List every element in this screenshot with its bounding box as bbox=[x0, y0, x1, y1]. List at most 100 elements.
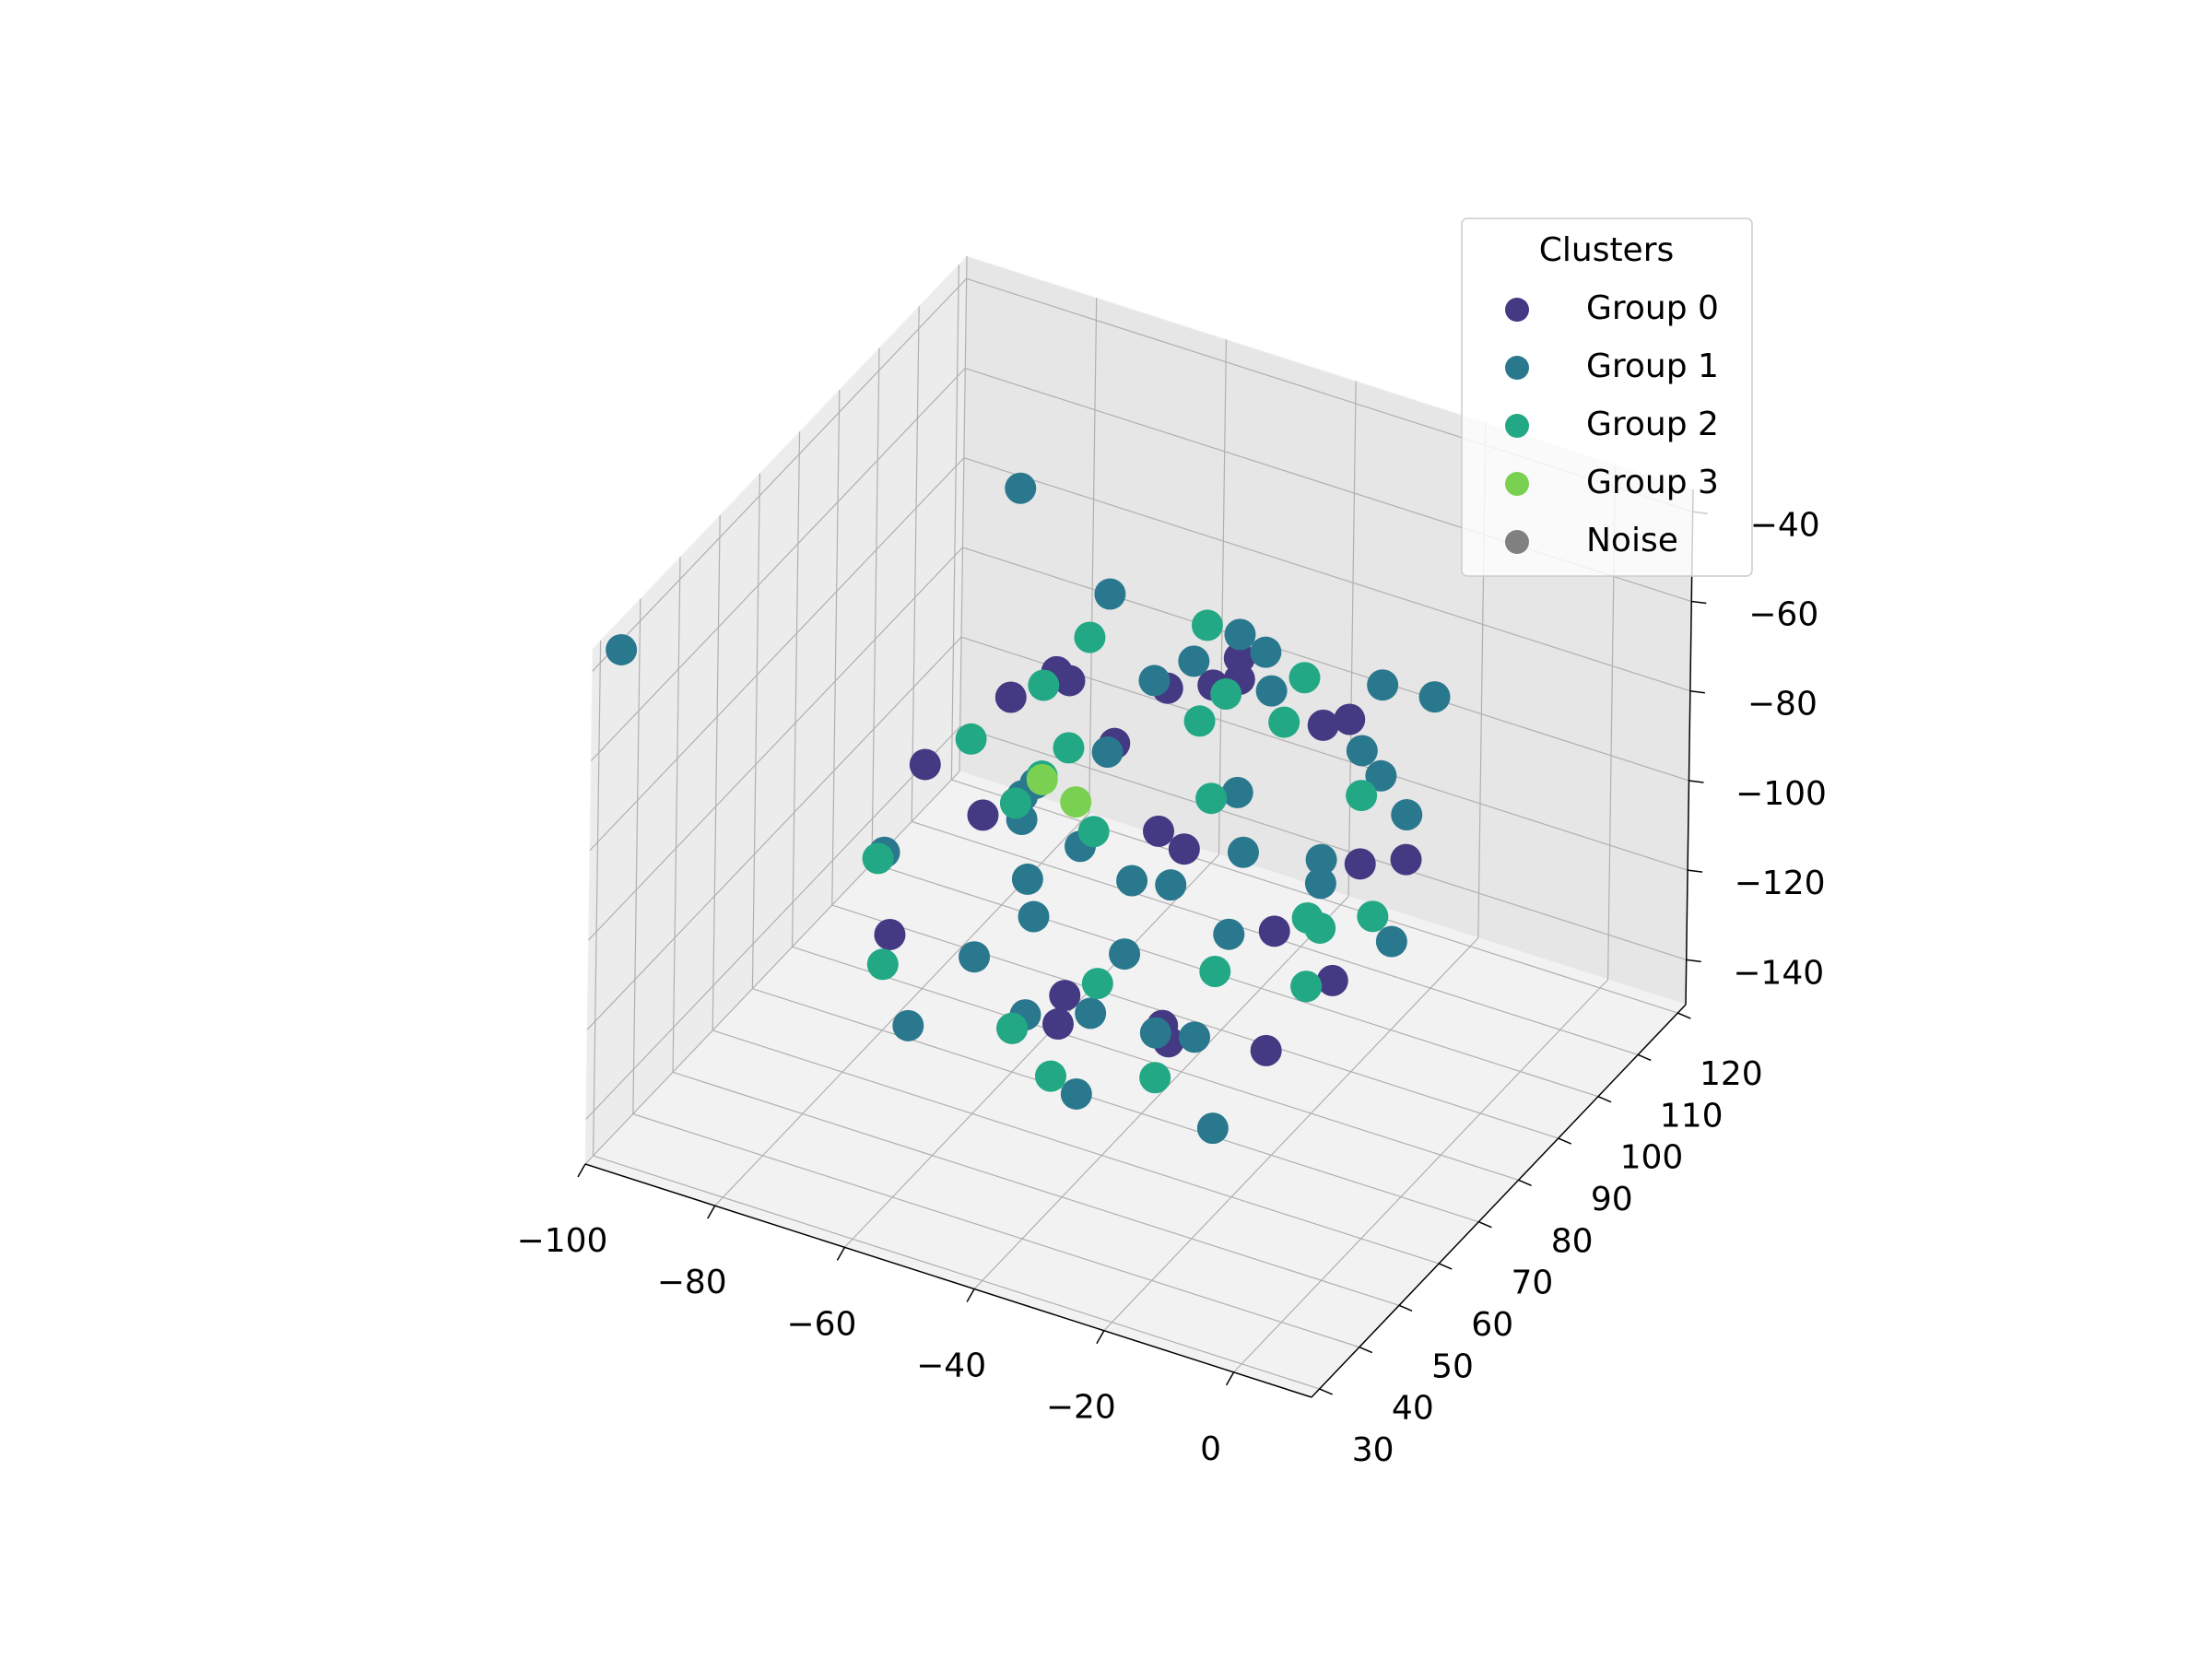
tick-mark bbox=[1687, 869, 1703, 873]
z-tick-label: −120 bbox=[1735, 865, 1826, 902]
x-axis bbox=[584, 1163, 1312, 1398]
tick-mark bbox=[1359, 1346, 1373, 1354]
point bbox=[1199, 956, 1231, 988]
grid-line bbox=[593, 640, 602, 1156]
legend-marker bbox=[1505, 356, 1529, 380]
point bbox=[996, 1012, 1029, 1044]
point bbox=[1094, 578, 1126, 610]
legend-marker bbox=[1505, 472, 1529, 496]
grid-line bbox=[1233, 979, 1609, 1373]
grid-line bbox=[712, 1030, 1440, 1265]
grid-line bbox=[584, 771, 960, 1165]
point bbox=[909, 748, 941, 781]
point bbox=[1183, 705, 1216, 737]
point bbox=[1077, 816, 1110, 848]
point bbox=[1116, 865, 1148, 897]
grid-line bbox=[632, 598, 641, 1114]
y-tick-label: 100 bbox=[1620, 1139, 1684, 1177]
point bbox=[1224, 618, 1256, 651]
point bbox=[1210, 677, 1242, 710]
point bbox=[1179, 1021, 1211, 1053]
grid-line bbox=[950, 265, 959, 781]
z-tick-label: −40 bbox=[1750, 506, 1820, 544]
point bbox=[892, 1009, 924, 1041]
grid-line bbox=[672, 1071, 1400, 1306]
point bbox=[1258, 915, 1290, 947]
y-tick-label: 110 bbox=[1660, 1097, 1724, 1135]
point bbox=[1375, 925, 1407, 958]
point bbox=[1142, 815, 1174, 847]
point bbox=[1391, 799, 1423, 831]
point bbox=[1060, 1077, 1092, 1110]
grid-line bbox=[672, 557, 681, 1073]
x-tick-label: −40 bbox=[916, 1347, 986, 1385]
point bbox=[1155, 869, 1187, 901]
point bbox=[1074, 621, 1106, 653]
y-tick-label: 30 bbox=[1352, 1431, 1394, 1469]
y-tick-label: 120 bbox=[1700, 1055, 1763, 1093]
legend-label: Group 0 bbox=[1586, 289, 1719, 327]
point bbox=[1028, 669, 1060, 701]
point bbox=[1196, 1112, 1229, 1145]
point bbox=[1138, 665, 1171, 697]
point bbox=[1011, 863, 1043, 895]
grid-line bbox=[962, 547, 1689, 782]
grid-line bbox=[959, 725, 1687, 960]
point bbox=[1288, 662, 1321, 694]
point bbox=[1344, 848, 1376, 880]
point bbox=[1168, 833, 1200, 865]
point bbox=[1357, 900, 1389, 933]
y-tick-label: 40 bbox=[1392, 1390, 1434, 1428]
point bbox=[1041, 1008, 1074, 1041]
point bbox=[1026, 763, 1058, 795]
legend-label: Group 1 bbox=[1586, 347, 1719, 385]
z-tick-label: −60 bbox=[1748, 596, 1818, 634]
point bbox=[1060, 786, 1092, 818]
grid-line bbox=[593, 1155, 1320, 1390]
grid-line bbox=[791, 431, 801, 947]
legend-marker bbox=[1505, 414, 1529, 438]
z-tick-label: −80 bbox=[1747, 686, 1818, 724]
point bbox=[874, 918, 906, 950]
tick-mark bbox=[966, 1288, 975, 1302]
tick-mark bbox=[707, 1205, 716, 1219]
point bbox=[1290, 971, 1323, 1003]
tick-mark bbox=[1689, 689, 1705, 694]
z-tick-label: −100 bbox=[1735, 775, 1827, 813]
grid-line bbox=[963, 457, 1691, 692]
grid-line bbox=[843, 853, 1219, 1248]
tick-mark bbox=[1398, 1304, 1413, 1312]
point bbox=[1291, 901, 1324, 934]
point bbox=[1053, 665, 1086, 697]
x-tick-label: 0 bbox=[1200, 1430, 1221, 1468]
grid-line bbox=[1218, 339, 1228, 855]
point bbox=[1049, 980, 1081, 1012]
tick-mark bbox=[1691, 600, 1707, 605]
point bbox=[1139, 1017, 1171, 1049]
tick-mark bbox=[1677, 1012, 1691, 1019]
y-axis bbox=[1311, 1004, 1687, 1398]
point bbox=[967, 799, 999, 831]
legend-title: Clusters bbox=[1539, 231, 1675, 269]
point bbox=[1390, 843, 1422, 876]
x-tick-label: −100 bbox=[517, 1222, 608, 1260]
tick-mark bbox=[577, 1163, 586, 1178]
grid-line bbox=[712, 514, 721, 1030]
point bbox=[1075, 997, 1107, 1030]
y-tick-label: 90 bbox=[1591, 1181, 1633, 1218]
z-tick-label: −140 bbox=[1733, 954, 1824, 992]
point bbox=[1109, 938, 1141, 971]
point bbox=[1005, 472, 1037, 504]
legend-label: Group 3 bbox=[1586, 464, 1719, 501]
grid-line bbox=[831, 390, 841, 906]
grid-line bbox=[1103, 937, 1479, 1332]
point bbox=[1053, 732, 1085, 764]
point bbox=[1346, 780, 1378, 812]
point bbox=[1018, 900, 1050, 933]
grid-line bbox=[632, 1113, 1360, 1348]
tick-mark bbox=[1438, 1263, 1453, 1270]
point bbox=[1034, 1060, 1066, 1092]
y-tick-label: 80 bbox=[1551, 1222, 1594, 1260]
tick-mark bbox=[1688, 780, 1704, 783]
